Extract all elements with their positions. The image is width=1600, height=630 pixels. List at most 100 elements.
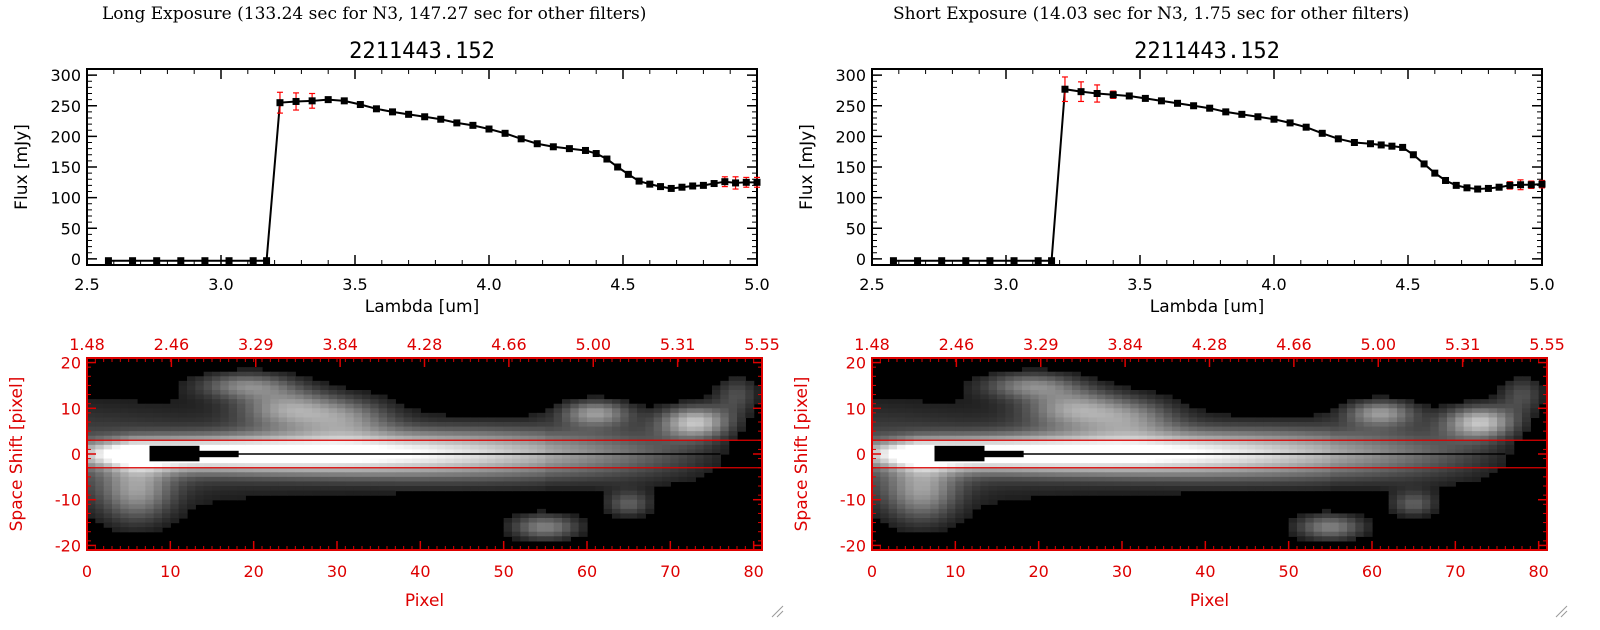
x-tick-label: 4.5 xyxy=(1395,275,1420,294)
data-point xyxy=(517,135,525,143)
data-point xyxy=(324,96,332,104)
data-point xyxy=(1254,113,1262,121)
x-axis-label: Lambda [um] xyxy=(365,297,479,317)
top-tick-label: 5.55 xyxy=(744,335,780,354)
short-spectrum-chart: 2211443.152 2.5 3.0 3.5 4.0 4.5 5.0 0 50 100 150 20… xyxy=(797,39,1555,317)
x-tick-label: 20 xyxy=(1028,562,1048,581)
x-tick-label: 20 xyxy=(243,562,263,581)
data-point xyxy=(678,183,686,191)
top-tick-label: 1.48 xyxy=(854,335,890,354)
y-tick-label: -20 xyxy=(55,536,81,555)
data-point xyxy=(1517,181,1525,189)
top-tick-label: 3.29 xyxy=(238,335,274,354)
data-point xyxy=(225,257,233,265)
y-axis-label: Flux [mJy] xyxy=(12,124,32,210)
data-point xyxy=(646,180,654,188)
data-point xyxy=(1506,181,1514,189)
top-tick-label: 4.28 xyxy=(1192,335,1228,354)
x-tick-label: 3.5 xyxy=(342,275,367,294)
data-point xyxy=(1125,92,1133,100)
data-point xyxy=(889,257,897,265)
chart-title: 2211443.152 xyxy=(1134,39,1280,64)
y-axis-label: Space Shift [pixel] xyxy=(792,377,812,532)
data-point xyxy=(1388,142,1396,150)
data-point xyxy=(1350,139,1358,146)
data-point xyxy=(689,182,697,190)
data-point xyxy=(614,163,622,171)
y-tick-label: 0 xyxy=(856,250,866,269)
data-point xyxy=(1409,151,1417,159)
data-point xyxy=(1061,85,1069,93)
chart-title: 2211443.152 xyxy=(349,39,495,64)
x-tick-label: 80 xyxy=(743,562,763,581)
data-point xyxy=(129,257,137,265)
data-point xyxy=(1141,94,1149,102)
data-point xyxy=(549,143,557,151)
data-point xyxy=(914,257,922,265)
image-pixels xyxy=(87,367,763,542)
data-point xyxy=(657,183,665,191)
data-point xyxy=(372,105,380,113)
data-point xyxy=(1527,181,1535,189)
y-tick-label: -10 xyxy=(55,491,81,510)
y-tick-label: 100 xyxy=(835,189,866,208)
data-point xyxy=(624,170,632,178)
y-tick-label: 10 xyxy=(846,399,866,418)
data-point xyxy=(1431,169,1439,177)
plot-frame xyxy=(871,68,1543,266)
data-point xyxy=(592,150,600,158)
data-point xyxy=(721,178,729,186)
data-point xyxy=(1484,184,1492,192)
image-pixels xyxy=(872,367,1548,542)
data-point xyxy=(177,257,185,265)
data-point xyxy=(753,178,761,186)
spectrum-line xyxy=(108,98,757,262)
data-point xyxy=(201,257,209,265)
data-point xyxy=(453,119,461,127)
data-point xyxy=(699,181,707,189)
top-tick-label: 5.31 xyxy=(1445,335,1481,354)
plot-frame xyxy=(86,68,758,266)
y-tick-label: 250 xyxy=(835,97,866,116)
y-tick-label: 150 xyxy=(835,158,866,177)
x-tick-label: 50 xyxy=(1278,562,1298,581)
spectrum-line xyxy=(893,88,1543,262)
short-spectral-image-chart: 0 10 20 30 40 50 60 70 80 1.48 2.46 3.29 3.84 4.28 4.6… xyxy=(792,335,1565,611)
long-spectral-image-chart: 0 10 20 30 40 50 60 70 80 1.48 2.46 3.29 3.84 4.28 4.6… xyxy=(7,335,780,611)
y-tick-label: 20 xyxy=(61,354,81,373)
data-point xyxy=(1302,123,1310,131)
data-point xyxy=(104,257,112,265)
y-tick-label: 150 xyxy=(50,158,81,177)
x-tick-label: 50 xyxy=(493,562,513,581)
data-point xyxy=(1286,119,1294,127)
data-point xyxy=(710,180,718,188)
y-tick-label: 300 xyxy=(835,66,866,85)
x-tick-label: 3.5 xyxy=(1127,275,1152,294)
data-point xyxy=(986,257,994,265)
data-point xyxy=(437,115,445,123)
y-tick-label: 200 xyxy=(835,127,866,146)
data-point xyxy=(276,99,284,107)
data-point xyxy=(1077,88,1085,96)
data-point xyxy=(1474,185,1482,193)
resize-grip-icon[interactable] xyxy=(1554,604,1568,618)
data-point xyxy=(263,257,271,265)
x-tick-label: 60 xyxy=(1362,562,1382,581)
data-point xyxy=(1093,90,1101,97)
y-tick-label: 0 xyxy=(71,445,81,464)
y-tick-label: 50 xyxy=(846,219,866,238)
masked-region xyxy=(984,450,1024,458)
x-tick-label: 80 xyxy=(1528,562,1548,581)
top-tick-label: 3.29 xyxy=(1023,335,1059,354)
resize-grip-icon[interactable] xyxy=(770,604,784,618)
data-point xyxy=(635,177,643,185)
data-point xyxy=(565,145,573,153)
y-tick-label: 20 xyxy=(846,354,866,373)
data-point xyxy=(153,257,161,265)
y-axis-label: Flux [mJy] xyxy=(797,124,817,210)
data-point xyxy=(469,121,477,129)
x-tick-label: 40 xyxy=(410,562,430,581)
data-point xyxy=(1452,181,1460,189)
top-tick-label: 5.00 xyxy=(575,335,611,354)
top-tick-label: 5.00 xyxy=(1360,335,1396,354)
